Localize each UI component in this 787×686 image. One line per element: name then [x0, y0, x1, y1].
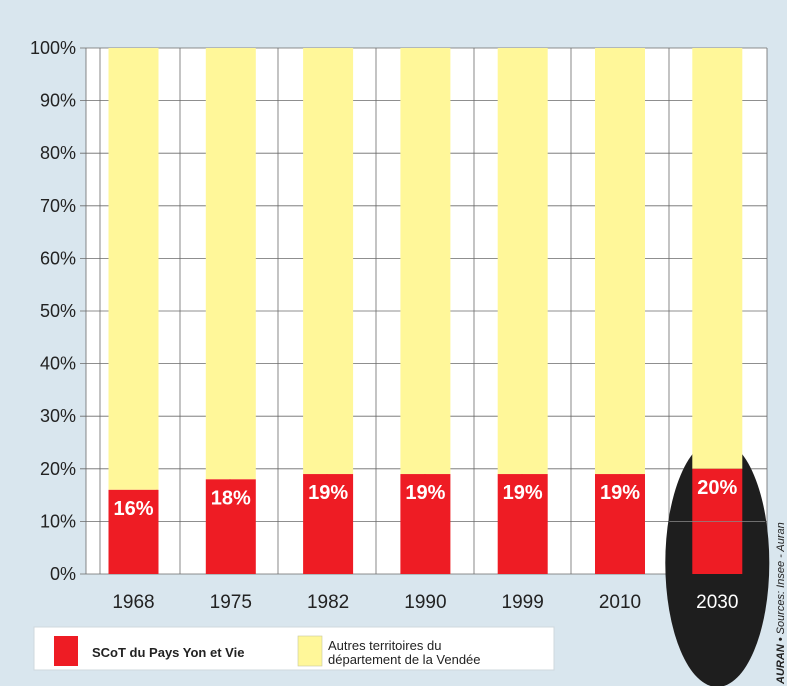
bar-segment-autres-1999	[497, 48, 548, 475]
bar-segment-autres-1982	[303, 48, 354, 475]
bar-segment-scot-1990	[400, 474, 451, 574]
y-tick-label: 0%	[50, 564, 76, 584]
x-tick-label: 1968	[112, 592, 154, 613]
bar-segment-autres-2030	[692, 48, 743, 469]
data-label-1999: 19%	[503, 482, 543, 504]
y-tick-label: 40%	[40, 354, 76, 374]
y-tick-label: 100%	[30, 38, 76, 58]
y-tick-label: 10%	[40, 511, 76, 531]
legend-swatch-scot	[54, 636, 78, 666]
bars: 16% 18% 19% 19% 19% 19% 20%	[108, 48, 743, 574]
source-credit-brand: AURAN •	[775, 634, 787, 685]
bar-segment-scot-2010	[595, 474, 645, 574]
source-credit-text: Sources: Insee - Auran	[775, 522, 787, 634]
bar-segment-autres-1968	[108, 48, 159, 490]
x-tick-label: 2010	[599, 592, 641, 613]
source-credit: AURAN • Sources: Insee - Auran	[775, 522, 787, 685]
y-tick-label: 80%	[40, 143, 76, 163]
data-label-1990: 19%	[405, 482, 445, 504]
x-tick-label: 1990	[404, 592, 446, 613]
x-tick-label: 1982	[307, 592, 349, 613]
bar-segment-autres-2010	[595, 48, 645, 475]
bar-segment-scot-1999	[497, 474, 548, 574]
data-label-1975: 18%	[211, 487, 251, 509]
data-label-1982: 19%	[308, 482, 348, 504]
data-label-1968: 16%	[113, 498, 153, 520]
data-label-2030: 20%	[697, 477, 737, 499]
legend-swatch-autres	[297, 635, 323, 667]
y-tick-label: 50%	[40, 301, 76, 321]
bar-segment-autres-1990	[400, 48, 451, 475]
data-label-2010: 19%	[600, 482, 640, 504]
y-tick-label: 30%	[40, 406, 76, 426]
x-tick-label: 2030	[696, 592, 738, 613]
legend-label-autres-line1: Autres territoires du	[328, 638, 441, 653]
bar-segment-autres-1975	[205, 48, 256, 480]
y-tick-label: 70%	[40, 196, 76, 216]
x-tick-label: 1999	[502, 592, 544, 613]
y-tick-label: 20%	[40, 459, 76, 479]
bar-segment-scot-1968	[108, 489, 159, 574]
legend-label-autres-line2: département de la Vendée	[328, 652, 481, 667]
y-tick-label: 90%	[40, 91, 76, 111]
legend: SCoT du Pays Yon et Vie Autres territoire…	[33, 626, 555, 671]
x-tick-label: 1975	[210, 592, 252, 613]
x-axis-labels: 1968 1975 1982 1990 1999 2010 2030	[112, 592, 738, 613]
legend-label-scot: SCoT du Pays Yon et Vie	[92, 645, 244, 660]
legend-box	[33, 626, 555, 671]
y-tick-label: 60%	[40, 248, 76, 268]
bar-segment-scot-1975	[205, 479, 256, 574]
bar-segment-scot-1982	[303, 474, 354, 574]
y-axis-labels: 0% 10% 20% 30% 40% 50% 60% 70% 80% 90% 100%	[30, 38, 76, 584]
